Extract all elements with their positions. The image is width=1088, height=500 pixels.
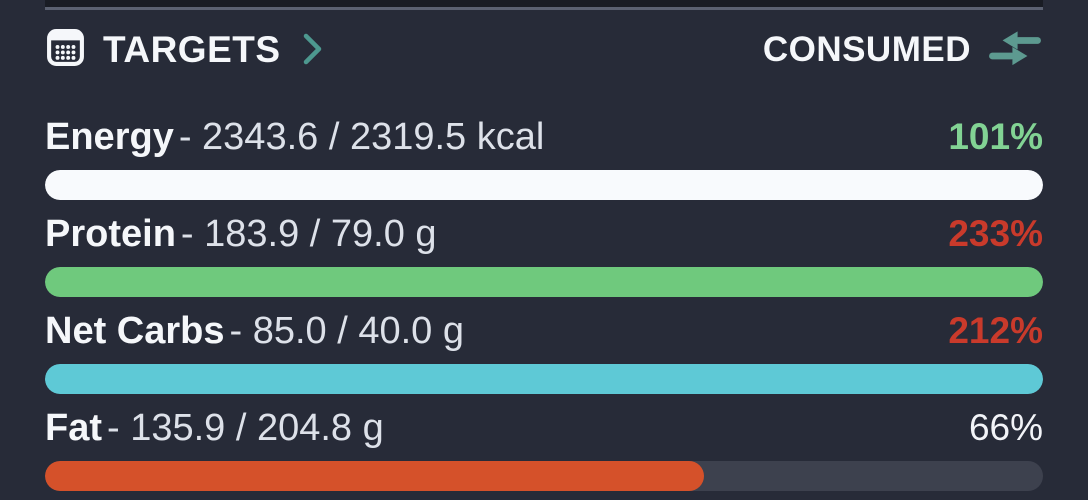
progress-bar [45, 267, 1043, 297]
progress-bar [45, 170, 1043, 200]
target-row: Fat - 135.9 / 204.8 g 66% [45, 406, 1043, 491]
target-row: Energy - 2343.6 / 2319.5 kcal 101% [45, 115, 1043, 200]
target-row-head: Net Carbs - 85.0 / 40.0 g 212% [45, 309, 1043, 352]
targets-header-button[interactable]: TARGETS [45, 27, 323, 73]
progress-bar [45, 364, 1043, 394]
target-row-head: Fat - 135.9 / 204.8 g 66% [45, 406, 1043, 449]
target-values: - 183.9 / 79.0 g [180, 213, 437, 255]
progress-fill [45, 170, 1043, 200]
consumed-toggle[interactable]: CONSUMED [763, 28, 1043, 73]
target-label: Fat [45, 407, 102, 449]
progress-fill [45, 364, 1043, 394]
panel-title: TARGETS [103, 29, 281, 70]
target-row-head: Energy - 2343.6 / 2319.5 kcal 101% [45, 115, 1043, 158]
target-row: Net Carbs - 85.0 / 40.0 g 212% [45, 309, 1043, 394]
progress-fill [45, 267, 1043, 297]
target-row: Protein - 183.9 / 79.0 g 233% [45, 212, 1043, 297]
target-label: Protein [45, 213, 176, 255]
chevron-right-icon [302, 33, 323, 70]
target-label: Net Carbs [45, 310, 225, 352]
panel-header: TARGETS CONSUMED [45, 21, 1043, 79]
target-values: - 2343.6 / 2319.5 kcal [178, 116, 545, 158]
targets-grid-icon [45, 27, 86, 73]
target-values: - 135.9 / 204.8 g [107, 407, 384, 449]
target-percent: 66% [968, 407, 1043, 448]
progress-fill [45, 461, 704, 491]
target-percent: 212% [948, 310, 1043, 351]
targets-list: Energy - 2343.6 / 2319.5 kcal 101% Prote… [45, 115, 1043, 491]
target-percent: 233% [948, 213, 1043, 254]
targets-panel: TARGETS CONSUMED [45, 13, 1043, 491]
target-label: Energy [45, 116, 174, 158]
target-row-head: Protein - 183.9 / 79.0 g 233% [45, 212, 1043, 255]
cut-off-element-edge [45, 0, 1043, 10]
progress-bar [45, 461, 1043, 491]
swap-arrows-icon [987, 28, 1043, 73]
consumed-label: CONSUMED [762, 30, 971, 69]
target-percent: 101% [948, 116, 1043, 157]
target-values: - 85.0 / 40.0 g [229, 310, 465, 352]
